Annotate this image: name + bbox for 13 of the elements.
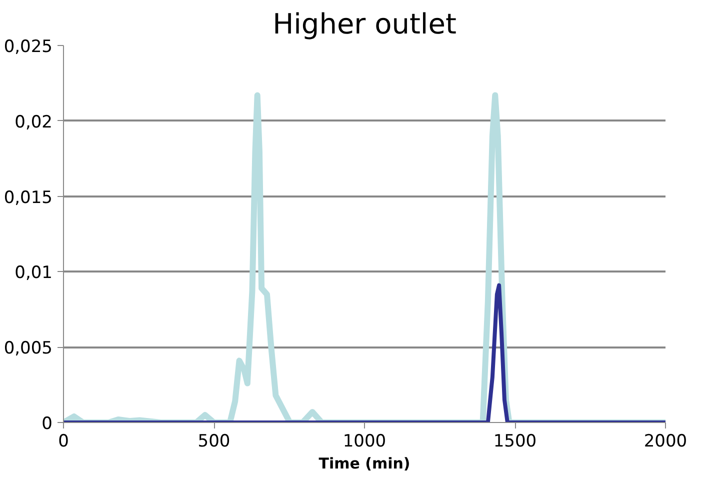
y-tick-label: 0,025 (4, 37, 53, 57)
x-axis-title: Time (min) (318, 454, 410, 472)
x-tick-label: 2000 (644, 432, 688, 452)
chart-title: Higher outlet (272, 8, 456, 40)
y-tick-label: 0 (42, 414, 53, 434)
y-tick-label: 0,015 (4, 188, 53, 208)
x-tick-label: 1500 (493, 432, 537, 452)
x-tick-label: 500 (198, 432, 230, 452)
y-tick-label: 0,01 (14, 263, 53, 284)
y-tick-label: 0,005 (4, 338, 53, 359)
y-tick-label: 0,02 (14, 112, 53, 132)
x-tick-label: 0 (58, 432, 69, 452)
x-tick-label: 1000 (342, 432, 386, 452)
